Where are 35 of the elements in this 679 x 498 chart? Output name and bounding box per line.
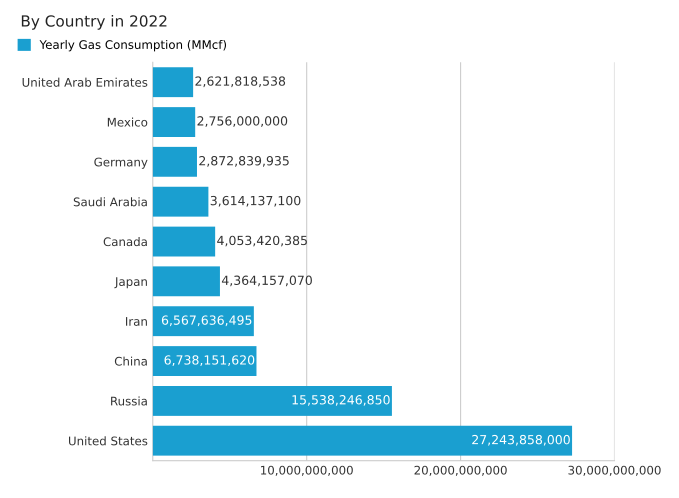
data-label: 27,243,858,000 [472,434,570,446]
data-label: 6,738,151,620 [164,355,254,366]
chart-title: By Country in 2022 [22,14,166,30]
bar [152,346,256,376]
bar [152,386,392,416]
y-tick-label: Saudi Arabia [74,197,147,206]
bar [152,67,194,98]
y-tick-label: Japan [114,277,147,288]
bar [152,306,254,336]
bar [152,146,197,177]
data-label: 4,053,420,385 [217,236,307,246]
legend-label: Yearly Gas Consumption (MMcf) [40,40,226,52]
y-tick-label: United States [69,436,148,446]
y-tick-label: China [114,356,147,366]
x-tick-label: 20,000,000,000 [414,466,507,476]
y-tick-label: Canada [104,237,147,246]
data-label: 6,567,636,495 [162,315,252,326]
data-label: 15,538,246,850 [292,395,390,406]
bar [152,426,572,456]
data-label: 4,364,157,070 [222,276,312,286]
bar [152,107,196,137]
y-tick-label: United Arab Emirates [22,78,148,87]
bar [152,226,216,256]
data-label: 2,621,818,538 [195,76,286,88]
bar [152,266,220,296]
y-tick-label: Iran [126,317,147,326]
x-tick-label: 30,000,000,000 [568,466,661,476]
data-label: 3,614,137,100 [210,196,300,207]
y-tick-label: Germany [94,158,148,169]
data-label: 2,872,839,935 [199,156,289,167]
bar [152,186,208,217]
x-tick-label: 10,000,000,000 [261,466,353,476]
y-tick-label: Mexico [108,118,148,127]
data-label: 2,756,000,000 [197,116,288,127]
y-tick-label: Russia [111,396,147,406]
